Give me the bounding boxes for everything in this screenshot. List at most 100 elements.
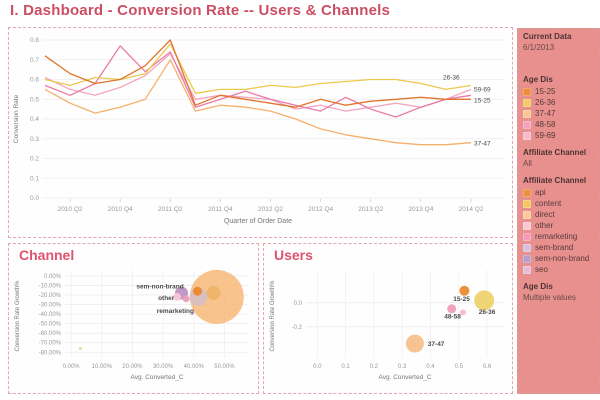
axis-text: -40.00% — [39, 312, 62, 318]
axis-text: 0.5 — [455, 364, 464, 370]
axis-text: -70.00% — [39, 341, 62, 347]
affiliate-legend-section: Affiliate Channel api content direct other r… — [518, 173, 599, 279]
axis-text: 2010 Q4 — [108, 206, 133, 213]
age-legend-section: Age Dis 15-25 26-36 37-47 48-58 59-69 — [518, 72, 599, 145]
legend-item-sem-brand[interactable]: sem-brand — [523, 242, 594, 253]
current-data-label: Current Data — [523, 32, 572, 41]
axis-text: 40.00% — [184, 364, 205, 370]
legend-label: sem-non-brand — [535, 253, 590, 263]
axis-text: -10.00% — [39, 283, 62, 289]
axis-text: -20.00% — [39, 293, 62, 299]
legend-item-content[interactable]: content — [523, 198, 594, 209]
series-end-label-15-25: 15-25 — [474, 97, 491, 104]
legend-swatch — [523, 210, 531, 219]
bubble-label-48-58: 48-58 — [444, 314, 461, 321]
legend-label: content — [535, 198, 562, 208]
legend-item-15-25[interactable]: 15-25 — [523, 86, 594, 97]
line-series-59-69[interactable] — [44, 53, 472, 112]
legend-item-direct[interactable]: direct — [523, 209, 594, 220]
x-axis-title: Avg. Converted_C — [379, 374, 432, 381]
legend-swatch — [523, 243, 531, 252]
legend-label: api — [535, 187, 546, 197]
bubble-api[interactable] — [193, 286, 202, 296]
legend-swatch — [523, 109, 531, 118]
legend-label: 59-69 — [535, 130, 556, 140]
axis-text: 0.00% — [63, 364, 81, 370]
affiliate-filter-value[interactable]: All — [523, 159, 532, 168]
series-end-label-26-36: 26-36 — [443, 74, 460, 81]
legend-label: direct — [535, 209, 555, 219]
legend-item-37-47[interactable]: 37-47 — [523, 108, 594, 119]
legend-swatch — [523, 254, 531, 263]
legend-item-59-69[interactable]: 59-69 — [523, 130, 594, 141]
legend-item-26-36[interactable]: 26-36 — [523, 97, 594, 108]
bubble-label-37-47: 37-47 — [428, 341, 445, 348]
axis-text: 2014 Q2 — [459, 206, 484, 213]
bubble-other[interactable] — [172, 292, 181, 301]
axis-text: -60.00% — [39, 331, 62, 337]
axis-text: 0.4 — [30, 116, 39, 123]
page-title: I. Dashboard - Conversion Rate -- Users … — [10, 2, 391, 19]
bubble-48-58[interactable] — [447, 304, 457, 314]
channel-bubble-chart[interactable]: 0.00% 10.00% 20.00% 30.00% 40.00% 50.00% 0.00%… — [9, 244, 258, 393]
legend-item-api[interactable]: api — [523, 187, 594, 198]
line-series-48-58[interactable] — [44, 45, 472, 118]
y-axis-title: Conversion Rate Growth% — [15, 280, 21, 352]
axis-text: -50.00% — [39, 322, 62, 328]
legend-item-sem-non-brand[interactable]: sem-non-brand — [523, 253, 594, 264]
axis-text: 0.8 — [30, 37, 39, 44]
axis-text: 0.0 — [30, 195, 39, 202]
legend-label: seo — [535, 264, 548, 274]
legend-item-seo[interactable]: seo — [523, 264, 594, 275]
axis-text: 0.6 — [30, 77, 39, 84]
bubble-label-remarketing: remarketing — [157, 308, 194, 315]
line-series-37-47[interactable] — [44, 59, 472, 146]
axis-text: 0.6 — [483, 364, 492, 370]
y-axis-title: Conversion Rate Growth% — [270, 280, 276, 352]
bubble-content[interactable] — [206, 286, 221, 301]
y-axis-title: Conversion Rate — [13, 94, 20, 143]
legend-swatch — [523, 120, 531, 129]
axis-text: 2013 Q4 — [408, 206, 433, 213]
age-filter-value[interactable]: Multiple values — [523, 293, 576, 302]
bubble-remarketing[interactable] — [182, 295, 190, 303]
axis-text: 0.0 — [294, 301, 303, 307]
affiliate-filter-section: Affiliate Channel All — [518, 145, 599, 173]
conversion-rate-panel: 0.0 0.1 0.2 0.3 0.4 0.5 0.6 0.7 0.8 2010 Q2 2010 Q… — [8, 27, 513, 238]
bubble-label-other: other — [158, 295, 175, 302]
legend-item-48-58[interactable]: 48-58 — [523, 119, 594, 130]
axis-text: 0.00% — [44, 274, 62, 280]
line-series-15-25[interactable] — [44, 39, 471, 108]
bubble-seo[interactable] — [78, 347, 82, 350]
age-legend-list: 15-25 26-36 37-47 48-58 59-69 — [523, 86, 594, 141]
legend-item-remarketing[interactable]: remarketing — [523, 231, 594, 242]
axis-text: 0.1 — [341, 364, 350, 370]
axis-text: 30.00% — [153, 364, 174, 370]
axis-text: 0.3 — [398, 364, 407, 370]
bubble-15-25[interactable] — [459, 285, 470, 296]
bubble-59-69[interactable] — [460, 309, 466, 316]
axis-text: 0.1 — [30, 175, 39, 182]
affiliate-legend-title: Affiliate Channel — [523, 176, 587, 185]
bubble-label-15-25: 15-25 — [453, 296, 470, 303]
legend-swatch — [523, 98, 531, 107]
axis-text: 0.0 — [313, 364, 322, 370]
bubble-26-36[interactable] — [474, 290, 495, 311]
axis-text: 0.2 — [30, 156, 39, 163]
axis-text: 0.2 — [370, 364, 379, 370]
x-axis-title: Quarter of Order Date — [224, 218, 292, 225]
legend-swatch — [523, 131, 531, 140]
axis-text: 2011 Q2 — [158, 206, 183, 213]
axis-text: 0.5 — [30, 96, 39, 103]
axis-text: 10.00% — [92, 364, 113, 370]
bubble-37-47[interactable] — [405, 334, 424, 353]
line-series-26-36[interactable] — [44, 43, 472, 94]
axis-text: 0.3 — [30, 136, 39, 143]
age-filter-section: Age Dis Multiple values — [518, 279, 599, 307]
current-data-section: Current Data 6/1/2013 — [518, 29, 599, 57]
sidebar: Current Data 6/1/2013 Age Dis 15-25 26-36… — [517, 28, 600, 394]
legend-item-other[interactable]: other — [523, 220, 594, 231]
axis-text: -0.2 — [292, 325, 303, 331]
conversion-rate-line-chart[interactable]: 0.0 0.1 0.2 0.3 0.4 0.5 0.6 0.7 0.8 2010 Q2 2010 Q… — [9, 28, 512, 237]
users-bubble-chart[interactable]: 0.0 0.1 0.2 0.3 0.4 0.5 0.6 0.0 -0.2 Avg. Convert… — [264, 244, 512, 393]
